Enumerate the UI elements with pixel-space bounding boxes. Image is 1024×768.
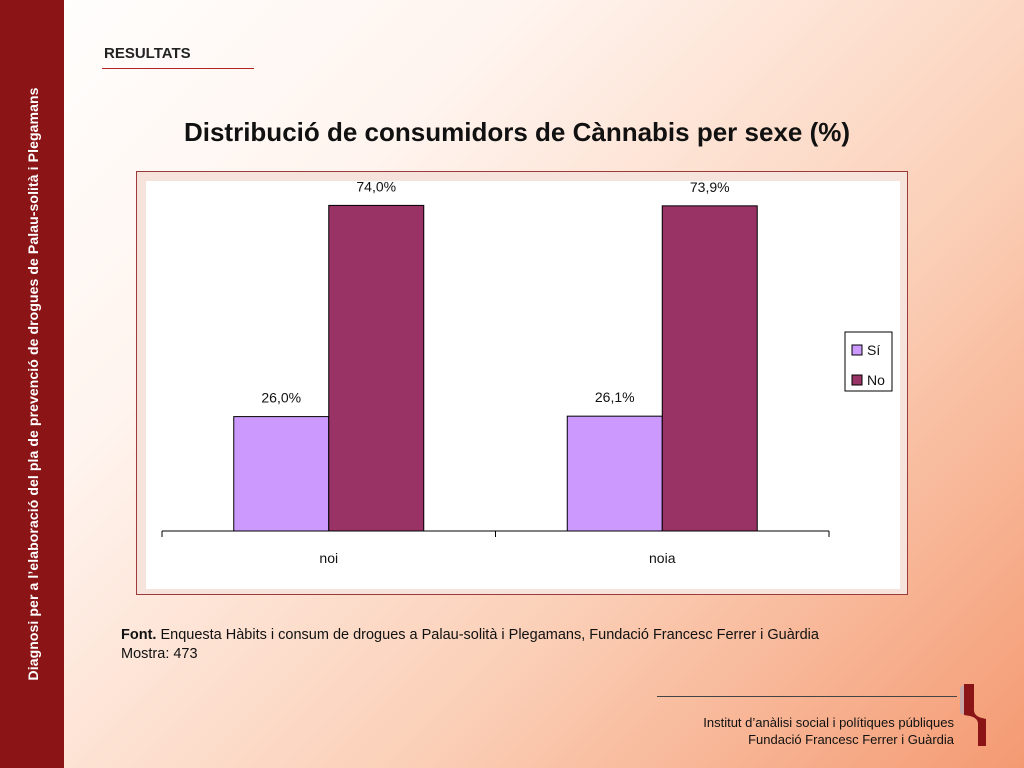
footer-foundation: Fundació Francesc Ferrer i Guàrdia [748, 732, 954, 747]
chart-frame: 26,0% 74,0% noi 26,1% 73,9% noia Sí No [136, 171, 908, 595]
legend-swatch-si [851, 344, 863, 356]
chart-title: Distribució de consumidors de Cànnabis p… [183, 117, 851, 147]
bar-chart: 26,0% 74,0% noi 26,1% 73,9% noia Sí No [146, 178, 900, 589]
bar-noi-no [328, 204, 425, 532]
section-title: RESULTATS [104, 45, 191, 62]
data-label: 73,9% [690, 179, 730, 195]
legend-label-no: No [867, 372, 885, 388]
category-label-noia: noia [649, 550, 676, 566]
section-underline [102, 68, 254, 69]
institute-logo-icon [960, 684, 986, 746]
source-note: Font. Enquesta Hàbits i consum de drogue… [121, 626, 819, 664]
sidebar: Diagnosi per a l’elaboració del pla de p… [0, 0, 64, 768]
category-label-noi: noi [319, 550, 338, 566]
source-label: Font. [121, 627, 157, 643]
bar-noia-no [661, 205, 758, 532]
footer-divider [657, 696, 957, 697]
source-text: Enquesta Hàbits i consum de drogues a Pa… [160, 627, 819, 643]
data-label: 74,0% [356, 178, 396, 194]
sample-size: Mostra: 473 [121, 646, 198, 662]
data-label: 26,1% [595, 389, 635, 405]
bar-noi-si [233, 416, 330, 532]
footer-text: Institut d’anàlisi social i polítiques p… [703, 714, 954, 748]
legend-swatch-no [851, 374, 863, 386]
data-label: 26,0% [261, 390, 301, 406]
bar-noia-si [566, 415, 663, 532]
sidebar-title: Diagnosi per a l’elaboració del pla de p… [25, 87, 41, 681]
legend-label-si: Sí [867, 342, 880, 358]
footer-institute: Institut d’anàlisi social i polítiques p… [703, 715, 954, 730]
